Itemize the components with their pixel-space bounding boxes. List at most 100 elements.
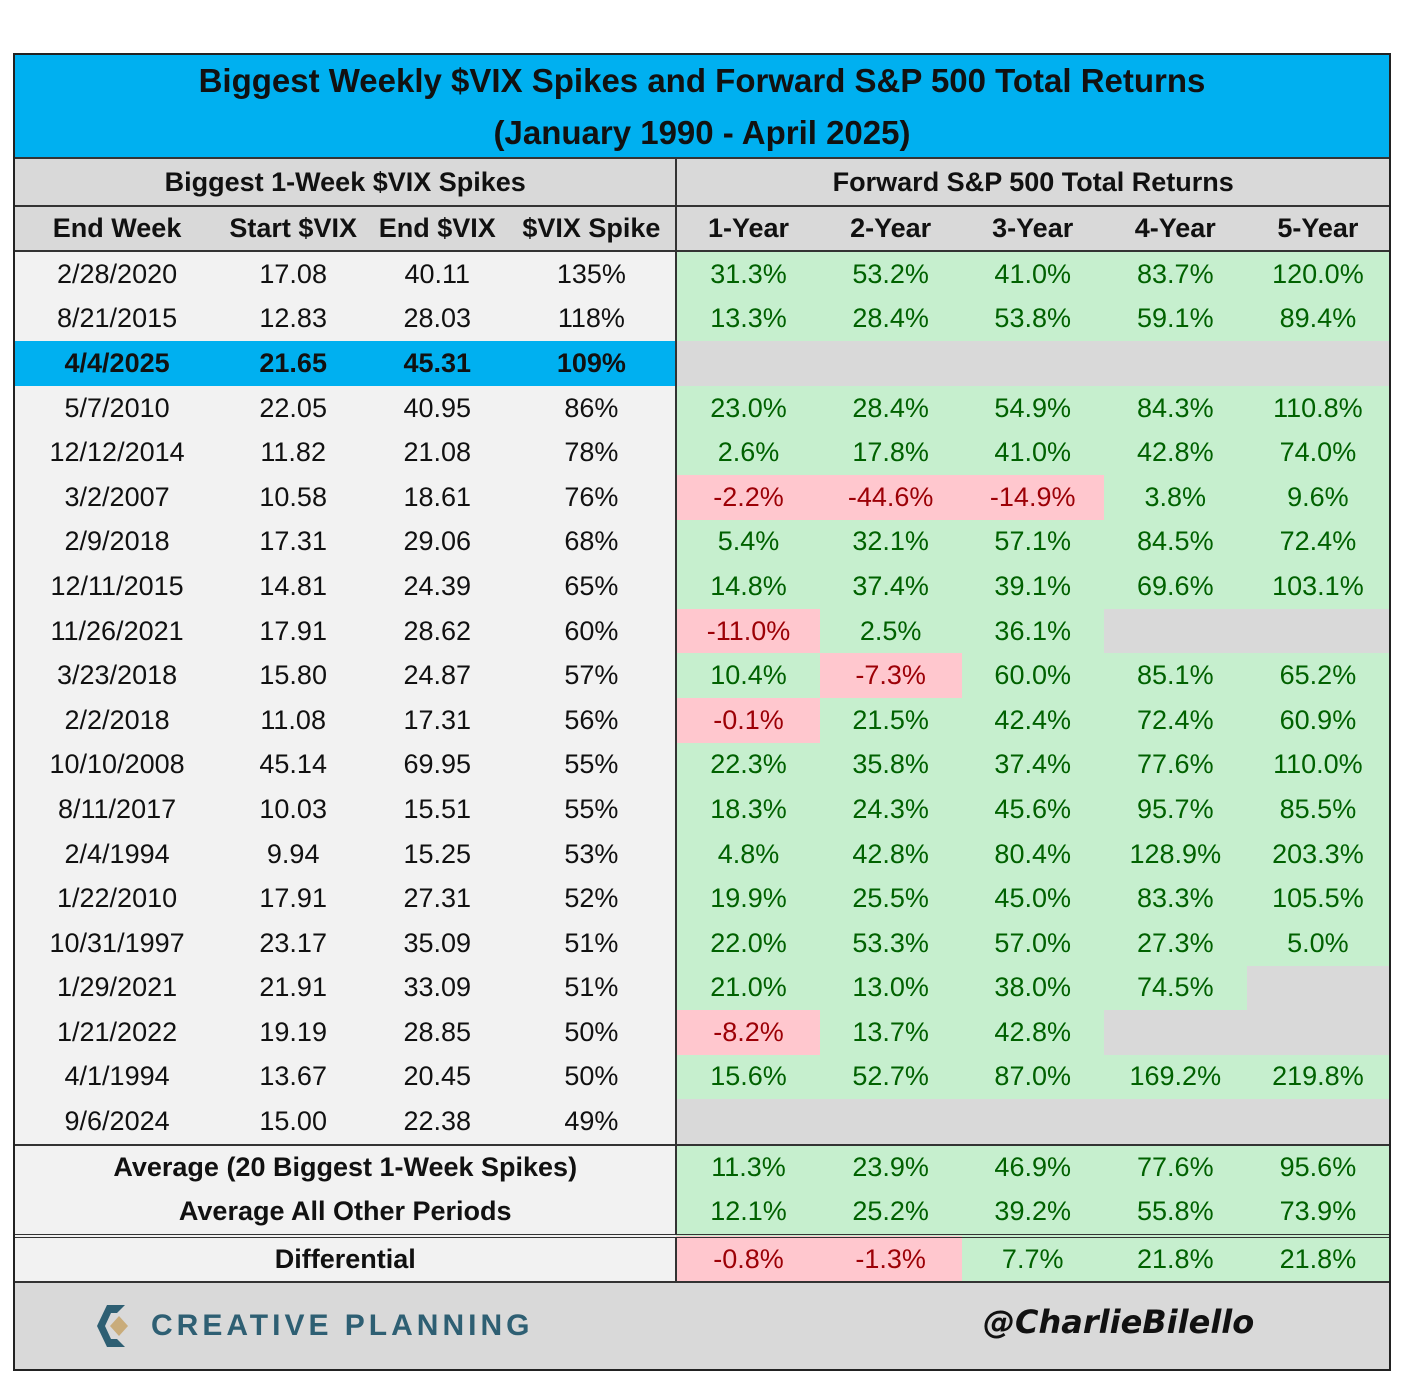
return-cell: -0.1% [676,697,820,743]
return-cell [676,1099,820,1145]
cell-spike: 52% [507,876,678,921]
return-cell: 46.9% [961,1143,1104,1190]
return-cell: 39.2% [961,1189,1104,1238]
return-cell: -0.8% [676,1234,820,1281]
cell-start: 12.83 [219,296,368,342]
return-cell: 37.4% [819,564,962,609]
return-cell: 5.0% [1246,920,1389,966]
return-cell: 18.3% [676,787,820,832]
cell-spike: 53% [507,831,678,877]
cell-start: 21.65 [219,341,368,386]
return-cell: 72.4% [1103,697,1247,743]
column-header: $VIX Spike [507,206,678,252]
creative-planning-logo: CREATIVE PLANNING [95,1301,533,1351]
return-cell: -2.2% [676,474,820,520]
return-cell [1246,965,1389,1011]
cell-spike: 55% [507,742,678,788]
return-cell: 57.1% [961,519,1104,565]
cell-start: 10.58 [219,474,368,520]
cell-start: 11.82 [219,430,368,475]
return-cell: 3.8% [1103,474,1247,520]
table-row: 12/12/2014 11.82 21.08 78% 2.6% 17.8% 41.0% 42.… [15,430,1389,475]
return-cell: 52.7% [819,1054,962,1100]
return-cell: 2.5% [819,608,962,654]
return-cell: 28.4% [819,385,962,431]
cell-end-week: 9/6/2024 [15,1099,220,1145]
return-cell: 60.9% [1246,697,1389,743]
return-cell: 80.4% [961,831,1104,877]
cell-end: 28.03 [367,296,508,342]
return-cell [819,1099,962,1145]
return-cell: 42.8% [819,831,962,877]
table-row: 9/6/2024 15.00 22.38 49% [15,1099,1389,1145]
cell-end-week: 8/11/2017 [15,787,220,832]
cell-start: 17.31 [219,519,368,565]
return-cell: -8.2% [676,1010,820,1055]
return-cell: 103.1% [1246,564,1389,609]
return-cell: 59.1% [1103,296,1247,342]
cell-end: 22.38 [367,1099,508,1145]
return-cell: 22.0% [676,920,820,966]
table-row: 2/2/2018 11.08 17.31 56% -0.1% 21.5% 42.4% 72.4… [15,697,1389,743]
return-cell [961,1099,1104,1145]
return-cell: 74.0% [1246,430,1389,475]
cell-spike: 86% [507,385,678,431]
return-cell: 57.0% [961,920,1104,966]
cell-spike: 51% [507,965,678,1011]
cell-spike: 78% [507,430,678,475]
return-cell: 25.5% [819,876,962,921]
column-header: 1-Year [676,206,820,252]
cell-end: 35.09 [367,920,508,966]
return-cell: 84.5% [1103,519,1247,565]
return-cell: 110.8% [1246,385,1389,431]
cell-spike: 57% [507,653,678,698]
return-cell: 105.5% [1246,876,1389,921]
cell-end: 29.06 [367,519,508,565]
cell-end-week: 2/9/2018 [15,519,220,565]
table-row: 12/11/2015 14.81 24.39 65% 14.8% 37.4% 39.1% 69… [15,564,1389,609]
cell-end: 28.85 [367,1010,508,1055]
cell-end: 33.09 [367,965,508,1011]
return-cell [819,341,962,386]
cell-end-week: 4/1/1994 [15,1054,220,1100]
return-cell: 31.3% [676,251,820,297]
cell-end: 28.62 [367,608,508,654]
title-line-1: Biggest Weekly $VIX Spikes and Forward S… [198,62,1206,99]
return-cell: 89.4% [1246,296,1389,342]
table-title: Biggest Weekly $VIX Spikes and Forward S… [15,55,1389,159]
return-cell: 21.0% [676,965,820,1011]
return-cell: 32.1% [819,519,962,565]
column-header: 2-Year [819,206,962,252]
return-cell: 54.9% [961,385,1104,431]
return-cell: 2.6% [676,430,820,475]
cell-start: 9.94 [219,831,368,877]
return-cell: 28.4% [819,296,962,342]
return-cell [1246,1099,1389,1145]
cell-end-week: 3/2/2007 [15,474,220,520]
return-cell: 13.0% [819,965,962,1011]
return-cell: 4.8% [676,831,820,877]
cell-spike: 135% [507,251,678,297]
vix-spikes-table-card: Biggest Weekly $VIX Spikes and Forward S… [13,53,1391,1371]
return-cell: 77.6% [1103,742,1247,788]
return-cell: 22.3% [676,742,820,788]
return-cell: 45.6% [961,787,1104,832]
return-cell: 85.5% [1246,787,1389,832]
table-row: 3/2/2007 10.58 18.61 76% -2.2% -44.6% -14.9% 3.… [15,474,1389,520]
return-cell: 42.8% [1103,430,1247,475]
return-cell: 203.3% [1246,831,1389,877]
cell-end: 24.87 [367,653,508,698]
cell-spike: 118% [507,296,678,342]
table-row: 1/21/2022 19.19 28.85 50% -8.2% 13.7% 42.8% [15,1010,1389,1055]
return-cell: 83.7% [1103,251,1247,297]
return-cell: 27.3% [1103,920,1247,966]
summary-label: Average All Other Periods [15,1189,678,1238]
summary-label: Average (20 Biggest 1-Week Spikes) [15,1143,678,1190]
cell-end: 24.39 [367,564,508,609]
cell-end-week: 1/21/2022 [15,1010,220,1055]
group-header-returns: Forward S&P 500 Total Returns [676,159,1389,207]
return-cell: 23.9% [819,1143,962,1190]
cell-start: 19.19 [219,1010,368,1055]
table-row: 5/7/2010 22.05 40.95 86% 23.0% 28.4% 54.9% 84.3… [15,385,1389,431]
differential-label: Differential [15,1234,678,1281]
